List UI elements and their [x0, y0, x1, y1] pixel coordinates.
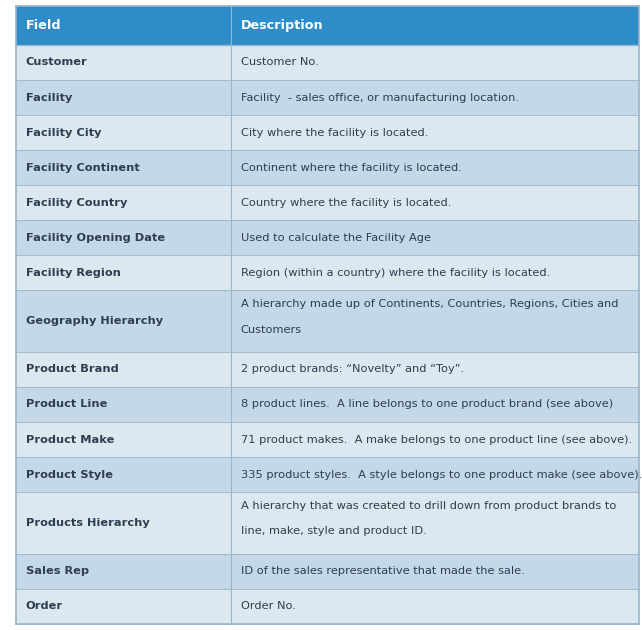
Bar: [16, 115, 639, 150]
Text: Geography Hierarchy: Geography Hierarchy: [26, 316, 163, 326]
Text: Used to calculate the Facility Age: Used to calculate the Facility Age: [241, 233, 431, 243]
Text: Product Style: Product Style: [26, 469, 113, 479]
Text: 71 product makes.  A make belongs to one product line (see above).: 71 product makes. A make belongs to one …: [241, 435, 632, 445]
Text: City where the facility is located.: City where the facility is located.: [241, 128, 428, 137]
Text: Product Make: Product Make: [26, 435, 114, 445]
Text: Facility Continent: Facility Continent: [26, 163, 139, 173]
Text: Order No.: Order No.: [241, 601, 295, 611]
Text: Facility Country: Facility Country: [26, 198, 127, 208]
Bar: [16, 6, 639, 45]
Text: Facility Region: Facility Region: [26, 268, 121, 278]
Text: Field: Field: [26, 19, 61, 32]
Text: Product Line: Product Line: [26, 399, 107, 410]
Bar: [16, 255, 639, 290]
Text: Customers: Customers: [241, 324, 302, 335]
Text: 335 product styles.  A style belongs to one product make (see above).: 335 product styles. A style belongs to o…: [241, 469, 642, 479]
Bar: [16, 150, 639, 185]
Bar: [16, 80, 639, 115]
Text: Facility: Facility: [26, 93, 72, 103]
Bar: [16, 290, 639, 352]
Bar: [16, 492, 639, 554]
Bar: [16, 185, 639, 220]
Text: Products Hierarchy: Products Hierarchy: [26, 518, 150, 528]
Bar: [16, 457, 639, 492]
Bar: [16, 352, 639, 387]
Bar: [16, 422, 639, 457]
Text: Sales Rep: Sales Rep: [26, 566, 89, 576]
Bar: [16, 387, 639, 422]
Text: Customer: Customer: [26, 57, 87, 67]
Text: Product Brand: Product Brand: [26, 364, 118, 374]
Text: Country where the facility is located.: Country where the facility is located.: [241, 198, 451, 208]
Bar: [16, 220, 639, 255]
Text: 2 product brands: “Novelty” and “Toy”.: 2 product brands: “Novelty” and “Toy”.: [241, 364, 464, 374]
Text: Order: Order: [26, 601, 63, 611]
Text: A hierarchy made up of Continents, Countries, Regions, Cities and: A hierarchy made up of Continents, Count…: [241, 299, 618, 309]
Text: A hierarchy that was created to drill down from product brands to: A hierarchy that was created to drill do…: [241, 501, 616, 511]
Text: 8 product lines.  A line belongs to one product brand (see above): 8 product lines. A line belongs to one p…: [241, 399, 612, 410]
Text: Customer No.: Customer No.: [241, 57, 318, 67]
Bar: [16, 588, 639, 624]
Text: Description: Description: [241, 19, 323, 32]
Text: ID of the sales representative that made the sale.: ID of the sales representative that made…: [241, 566, 525, 576]
Text: Facility  - sales office, or manufacturing location.: Facility - sales office, or manufacturin…: [241, 93, 519, 103]
Text: Facility City: Facility City: [26, 128, 101, 137]
Text: Region (within a country) where the facility is located.: Region (within a country) where the faci…: [241, 268, 550, 278]
Text: Facility Opening Date: Facility Opening Date: [26, 233, 165, 243]
Bar: [16, 554, 639, 588]
Bar: [16, 45, 639, 80]
Text: line, make, style and product ID.: line, make, style and product ID.: [241, 527, 426, 536]
Text: Continent where the facility is located.: Continent where the facility is located.: [241, 163, 462, 173]
